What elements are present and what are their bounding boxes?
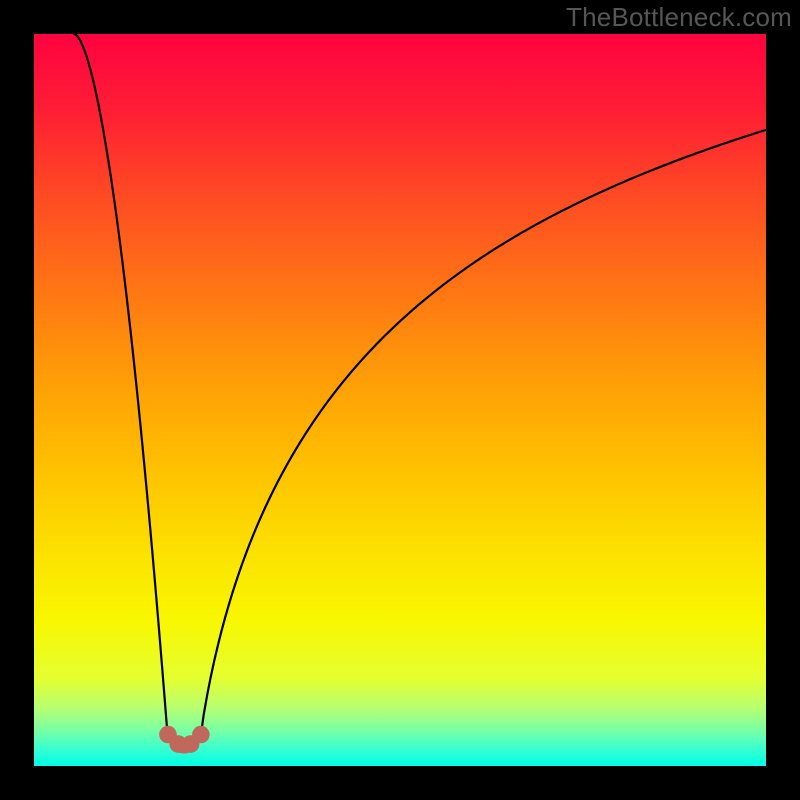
dip-marker-blob (192, 726, 210, 744)
bottleneck-chart (0, 0, 800, 800)
watermark-text: TheBottleneck.com (566, 2, 792, 33)
plot-background (34, 34, 766, 766)
chart-container: TheBottleneck.com (0, 0, 800, 800)
dip-marker-blob (174, 739, 194, 754)
